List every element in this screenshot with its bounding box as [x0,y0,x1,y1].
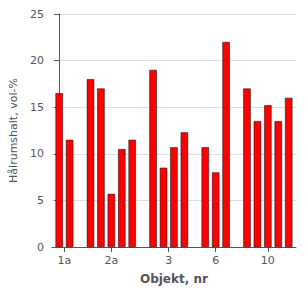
svg-text:15: 15 [30,101,44,114]
svg-text:1a: 1a [58,254,72,267]
svg-text:2a: 2a [104,254,118,267]
svg-text:10: 10 [30,147,44,160]
svg-text:25: 25 [30,8,44,21]
svg-text:5: 5 [37,194,44,207]
svg-text:10: 10 [261,254,275,267]
svg-text:Objekt, nr: Objekt, nr [140,272,208,286]
svg-text:Hålrumshalt, vol-%: Hålrumshalt, vol-% [7,78,20,183]
svg-text:3: 3 [165,254,172,267]
svg-text:20: 20 [30,54,44,67]
svg-text:0: 0 [37,241,44,254]
svg-text:6: 6 [212,254,219,267]
